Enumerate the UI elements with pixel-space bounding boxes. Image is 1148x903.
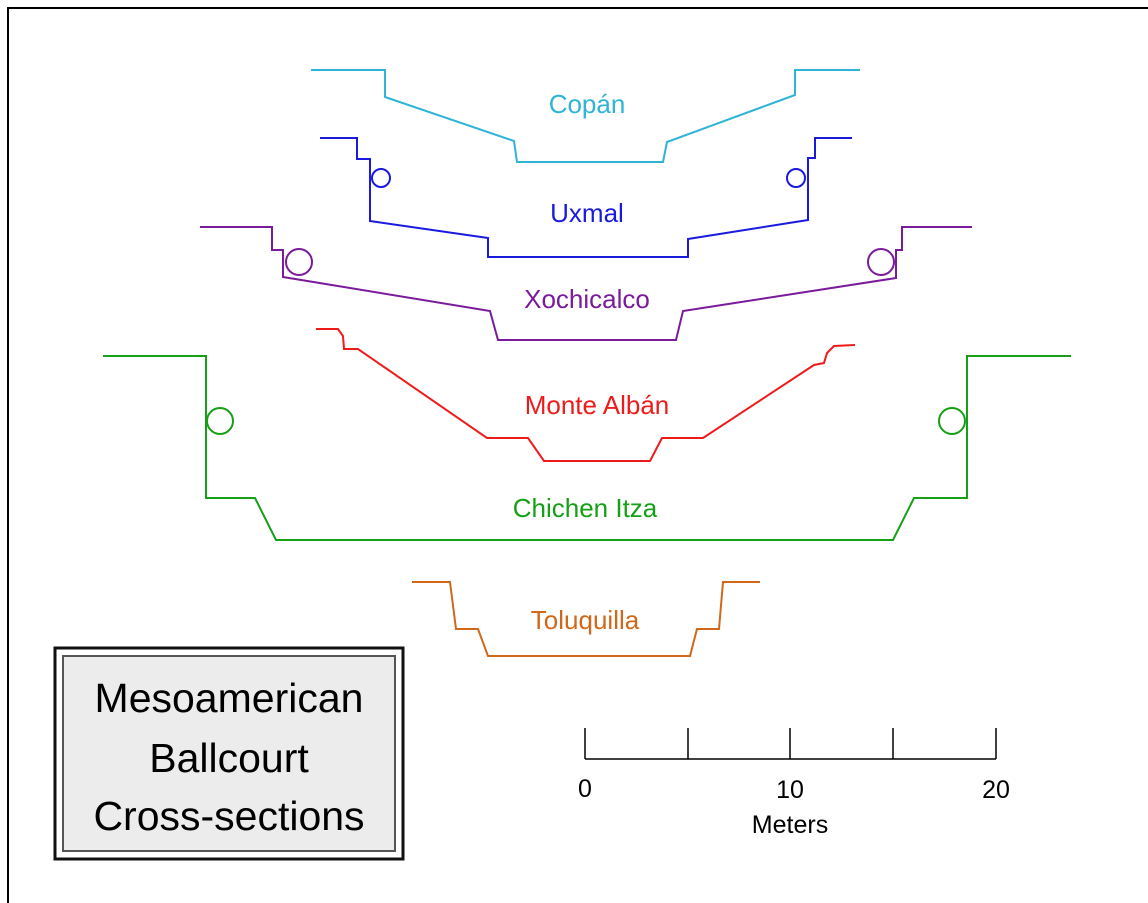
title-box-inner	[62, 655, 396, 852]
court-label-xochicalco: Xochicalco	[524, 284, 650, 314]
court-chichen-itza-profile	[103, 355, 1071, 541]
court-chichen-itza	[103, 355, 1071, 541]
court-xochicalco-ring-right	[867, 248, 895, 276]
scale-label-20: 20	[982, 776, 1010, 804]
court-label-monte-alban: Monte Albán	[525, 390, 670, 420]
court-chichen-itza-ring-right	[938, 407, 966, 435]
court-uxmal-ring-left	[371, 168, 391, 188]
court-xochicalco-profile	[200, 226, 972, 341]
title-line-2: Ballcourt	[149, 735, 309, 781]
court-copan-profile	[311, 69, 860, 163]
title-line-1: Mesoamerican	[95, 675, 364, 721]
court-label-uxmal: Uxmal	[550, 198, 624, 228]
scale-bar	[584, 728, 997, 760]
court-toluquilla-profile	[412, 581, 760, 657]
court-label-toluquilla: Toluquilla	[531, 605, 640, 635]
court-xochicalco	[200, 226, 972, 341]
court-copan	[311, 69, 860, 163]
court-label-copan: Copán	[549, 89, 626, 119]
scale-label-10: 10	[776, 776, 804, 804]
court-toluquilla	[412, 581, 760, 657]
scale-unit-label: Meters	[752, 811, 828, 839]
court-uxmal-ring-right	[786, 168, 806, 188]
scale-label-0: 0	[578, 775, 592, 803]
title-box: Mesoamerican Ballcourt Cross-sections	[53, 646, 405, 861]
court-chichen-itza-ring-left	[206, 407, 234, 435]
court-monte-alban	[316, 328, 856, 462]
court-label-chichen-itza: Chichen Itza	[513, 493, 658, 523]
court-xochicalco-ring-left	[285, 248, 313, 276]
title-line-3: Cross-sections	[93, 793, 364, 839]
court-monte-alban-profile	[316, 328, 856, 462]
court-uxmal	[320, 137, 852, 258]
court-uxmal-profile	[320, 137, 852, 258]
